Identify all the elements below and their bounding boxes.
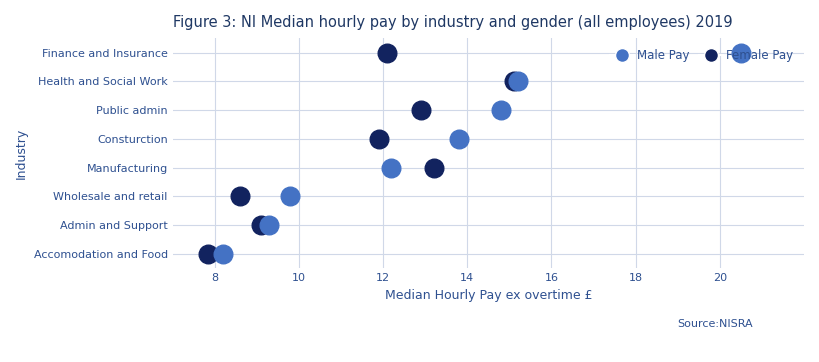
Male Pay [385,165,398,171]
Male Pay [284,194,297,199]
Male Pay [452,136,465,142]
Female Pay [255,222,268,228]
Y-axis label: Industry: Industry [15,128,28,179]
Male Pay [735,50,748,55]
Female Pay [373,136,386,142]
Female Pay [233,194,247,199]
Female Pay [427,165,440,171]
Male Pay [495,107,508,113]
Female Pay [414,107,428,113]
Female Pay [507,79,520,84]
Text: Figure 3: NI Median hourly pay by industry and gender (all employees) 2019: Figure 3: NI Median hourly pay by indust… [173,15,732,30]
Male Pay [216,251,229,257]
Male Pay [263,222,276,228]
Female Pay [201,251,215,257]
Legend: Male Pay, Female Pay: Male Pay, Female Pay [605,44,798,67]
Text: Source:NISRA: Source:NISRA [677,319,753,329]
Female Pay [381,50,394,55]
X-axis label: Median Hourly Pay ex overtime £: Median Hourly Pay ex overtime £ [385,289,592,302]
Male Pay [511,79,524,84]
